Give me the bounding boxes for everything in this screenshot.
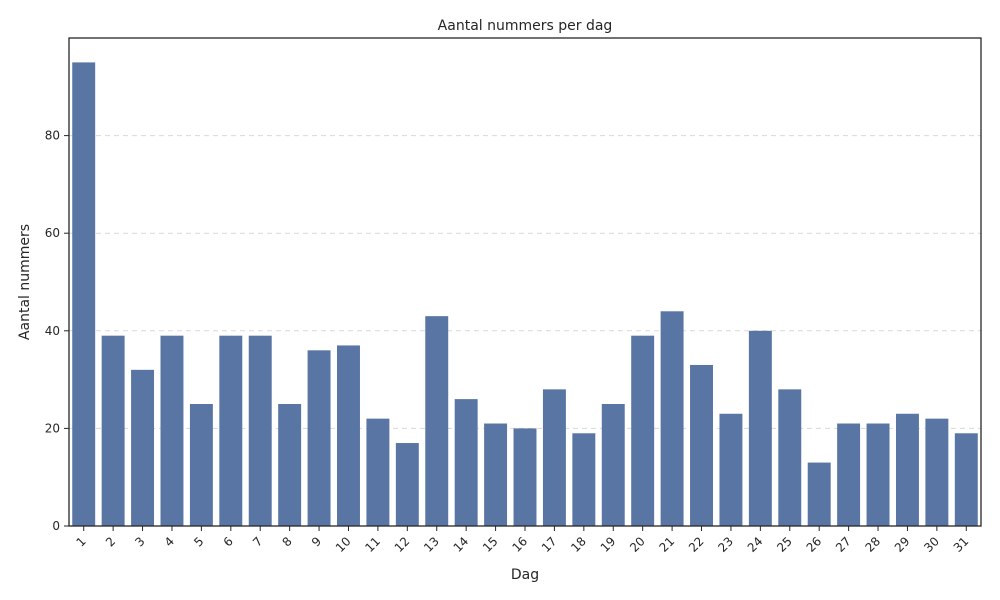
bar-day-24 (748, 330, 772, 526)
x-tick-label: 19 (598, 534, 619, 555)
x-tick-label: 20 (627, 534, 648, 555)
x-tick-label: 8 (279, 534, 294, 549)
y-tick-label: 60 (45, 226, 60, 240)
x-tick-label: 2 (103, 534, 118, 549)
x-tick-label: 29 (892, 534, 913, 555)
bar-day-31 (954, 433, 978, 526)
bar-day-1 (72, 62, 96, 527)
bar-day-14 (454, 399, 478, 526)
bar-day-10 (337, 345, 360, 526)
x-axis-label: Dag (511, 567, 539, 583)
x-tick-label: 27 (833, 534, 854, 555)
bar-day-11 (366, 418, 390, 526)
x-tick-label: 1 (74, 534, 89, 549)
bar-day-12 (395, 443, 419, 526)
bar-day-18 (572, 433, 596, 526)
bar-day-17 (542, 389, 566, 526)
x-tick-label: 24 (745, 534, 766, 555)
y-tick-label: 40 (45, 324, 60, 338)
bar-day-26 (807, 462, 831, 526)
bar-day-19 (601, 404, 625, 526)
bar-day-22 (690, 364, 713, 526)
x-tick-label: 14 (451, 534, 472, 555)
y-axis-label: Aantal nummers (17, 224, 33, 340)
bar-day-5 (189, 404, 213, 526)
bar-day-13 (425, 316, 449, 526)
y-axis-ticks: 0 20 40 60 80 (45, 129, 69, 533)
x-tick-label: 5 (191, 534, 206, 549)
bars (72, 62, 978, 527)
x-tick-label: 26 (804, 534, 825, 555)
y-tick-label: 20 (45, 421, 60, 435)
x-tick-label: 10 (333, 534, 354, 555)
bar-day-4 (160, 335, 184, 526)
y-tick-label: 0 (52, 519, 60, 533)
x-tick-label: 30 (921, 534, 942, 555)
x-tick-label: 15 (480, 534, 501, 555)
bar-day-30 (925, 418, 949, 526)
x-tick-label: 7 (250, 534, 265, 549)
bar-day-16 (513, 428, 537, 526)
bar-day-15 (484, 423, 508, 526)
x-tick-label: 25 (774, 534, 795, 555)
x-tick-label: 22 (686, 534, 707, 555)
bar-day-29 (895, 413, 919, 526)
x-tick-label: 6 (221, 534, 236, 549)
x-tick-label: 21 (657, 534, 678, 555)
x-tick-label: 28 (862, 534, 883, 555)
x-tick-label: 9 (309, 534, 324, 549)
x-tick-label: 18 (568, 534, 589, 555)
x-tick-label: 11 (362, 534, 383, 555)
x-tick-label: 12 (392, 534, 413, 555)
bar-day-20 (631, 335, 655, 526)
bar-day-27 (837, 423, 861, 526)
bar-day-28 (866, 423, 890, 526)
grid-lines (69, 135, 981, 429)
bar-day-3 (131, 369, 155, 526)
bar-day-2 (101, 335, 125, 526)
bar-day-9 (307, 350, 331, 526)
bar-day-25 (778, 389, 802, 526)
bar-day-21 (660, 311, 684, 526)
y-tick-label: 80 (45, 129, 60, 143)
bar-day-7 (248, 335, 272, 526)
x-axis-ticks: 1 2 3 4 5 6 7 8 9 10 11 12 13 14 15 16 17 18 19 20 21 22 23 24 2… (74, 526, 972, 555)
x-tick-label: 13 (421, 534, 442, 555)
x-tick-label: 31 (951, 534, 972, 555)
x-tick-label: 4 (162, 534, 177, 549)
chart-title: Aantal nummers per dag (438, 18, 613, 34)
bar-day-8 (278, 404, 302, 526)
bar-day-6 (219, 335, 243, 526)
bar-day-23 (719, 413, 743, 526)
x-tick-label: 16 (509, 534, 530, 555)
x-tick-label: 17 (539, 534, 560, 555)
x-tick-label: 23 (715, 534, 736, 555)
x-tick-label: 3 (132, 534, 147, 549)
